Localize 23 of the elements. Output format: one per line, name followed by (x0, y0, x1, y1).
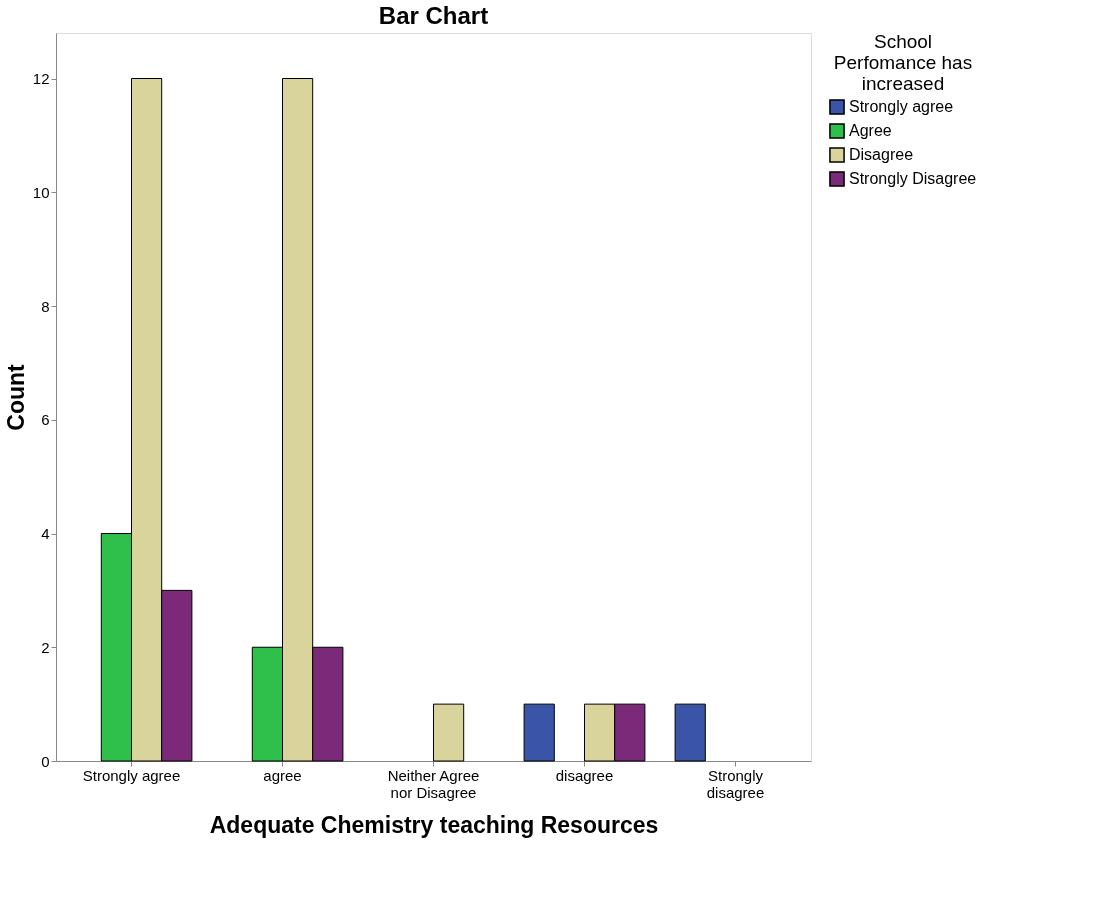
y-tick-label: 8 (41, 297, 50, 315)
y-axis-title: Count (2, 363, 29, 431)
x-tick-label: agree (263, 766, 302, 784)
x-axis-title: Adequate Chemistry teaching Resources (209, 811, 659, 838)
y-tick-label: 4 (41, 525, 50, 542)
x-tick-label: Strongly disagree (706, 766, 765, 801)
y-tick-label: 10 (32, 183, 50, 201)
legend-label: Strongly Disagree (849, 170, 977, 187)
chart-title: Bar Chart (378, 2, 489, 29)
legend-label: Strongly agree (849, 98, 954, 115)
x-tick-label: Strongly agree (82, 766, 181, 784)
y-tick-label: 2 (41, 638, 50, 656)
y-tick-label: 12 (32, 70, 50, 87)
x-tick-label: Neither Agree nor Disagree (387, 766, 480, 801)
y-tick-label: 0 (41, 752, 50, 770)
legend-label: Disagree (849, 146, 914, 163)
legend-title: School Perfomance has increased (833, 31, 973, 94)
bar (433, 703, 465, 762)
y-tick-label: 6 (41, 411, 50, 429)
legend-label: Agree (849, 122, 892, 139)
bar (674, 703, 706, 762)
bar (523, 703, 555, 762)
x-tick-label: disagree (555, 766, 614, 784)
